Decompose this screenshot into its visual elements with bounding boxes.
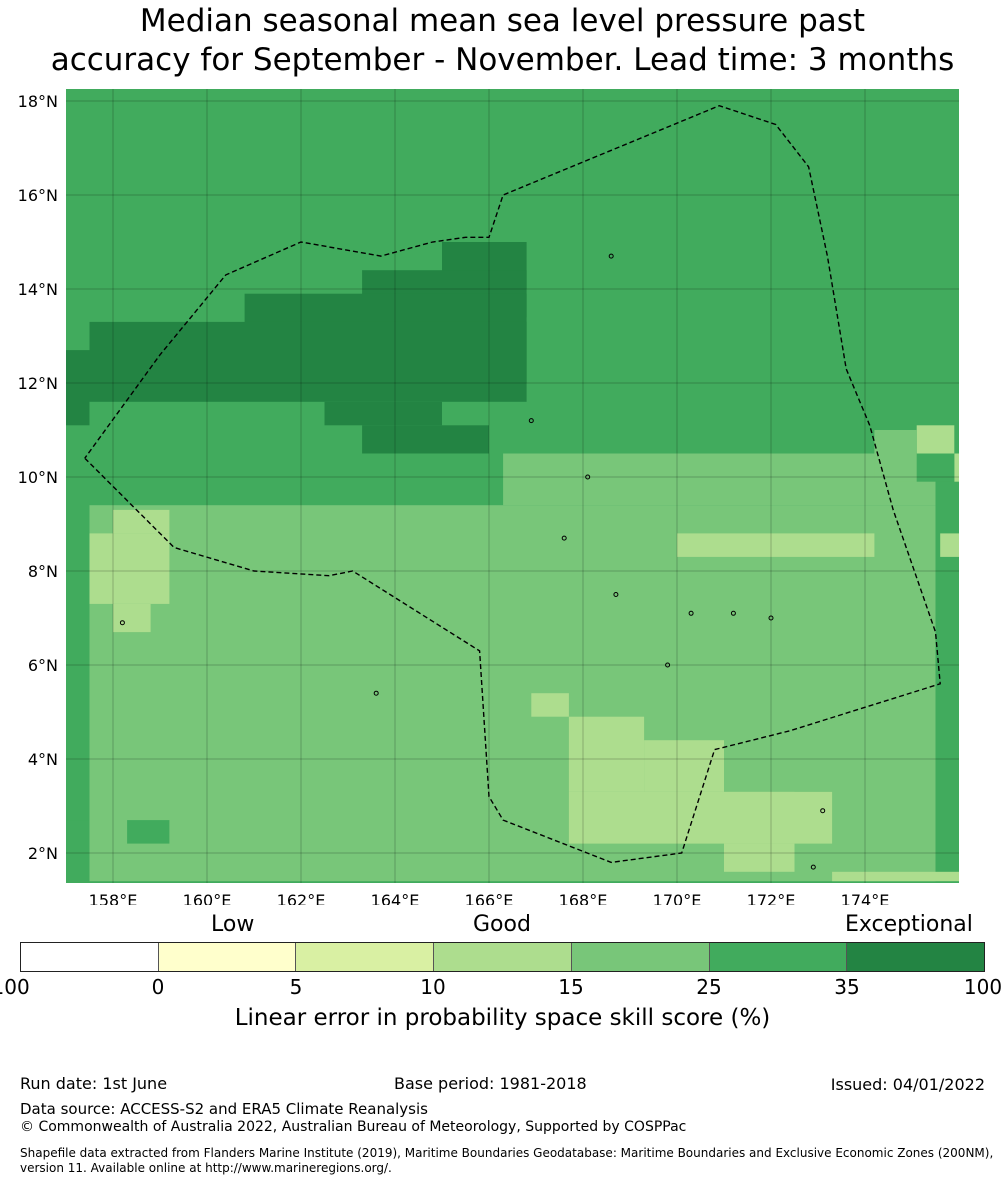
longitude-label: 168°E [559, 891, 608, 905]
issued-date: Issued: 04/01/2022 [830, 1075, 985, 1094]
colorbar-tick: 0 [151, 975, 165, 999]
island-outline [730, 610, 736, 616]
skill-cell [324, 401, 442, 426]
skill-cells-layer [66, 242, 959, 882]
island-outline [561, 535, 567, 541]
map-title: Median seasonal mean sea level pressure … [0, 2, 1005, 80]
shapefile-credit: Shapefile data extracted from Flanders M… [20, 1146, 994, 1175]
longitude-label: 164°E [371, 891, 420, 905]
skill-cell [503, 453, 936, 506]
latitude-label: 18°N [18, 92, 58, 111]
category-good: Good [473, 912, 531, 937]
latitude-label: 10°N [18, 468, 58, 487]
latitude-label: 8°N [28, 562, 58, 581]
latitude-label: 16°N [18, 186, 58, 205]
colorbar-tick: 15 [558, 975, 584, 999]
copyright-note: © Commonwealth of Australia 2022, Austra… [20, 1119, 687, 1135]
longitude-label: 166°E [465, 891, 514, 905]
category-exceptional: Exceptional [845, 912, 973, 937]
colorbar-segment [296, 943, 435, 971]
latitude-label: 14°N [18, 280, 58, 299]
island-outline [665, 662, 671, 668]
skill-cell [89, 321, 527, 402]
colorbar-ticks: -100 0 5 10 15 25 35 100 [0, 975, 1005, 1001]
island-outline [810, 864, 816, 870]
skill-cell [531, 693, 569, 717]
colorbar-segment [158, 943, 297, 971]
colorbar-segment [21, 943, 159, 971]
colorbar-tick: 100 [963, 975, 1003, 999]
skill-cell [954, 453, 959, 482]
skill-cell [66, 820, 90, 882]
longitude-label: 162°E [277, 891, 326, 905]
colorbar-tick: 10 [420, 975, 446, 999]
skill-cell [66, 350, 90, 426]
islands-layer [119, 253, 826, 870]
skill-cell [874, 430, 917, 482]
skill-cell [724, 791, 833, 844]
island-outline [608, 253, 614, 259]
map-plot-area [66, 89, 959, 883]
island-outline [768, 615, 774, 621]
data-source: Data source: ACCESS-S2 and ERA5 Climate … [20, 1100, 428, 1118]
colorbar-tick: 25 [696, 975, 722, 999]
title-line-2: accuracy for September - November. Lead … [50, 42, 955, 78]
island-outline [528, 418, 534, 424]
gridlines-layer [66, 89, 959, 883]
colorbar-tick: 35 [834, 975, 860, 999]
skill-cell [568, 716, 645, 792]
skill-cell [89, 533, 170, 604]
island-outline [373, 690, 379, 696]
base-period: Base period: 1981-2018 [394, 1074, 587, 1093]
skill-cell [113, 603, 151, 633]
colorbar-axis-label: Linear error in probability space skill … [234, 1005, 771, 1031]
category-low: Low [211, 912, 255, 937]
skill-cell [940, 533, 959, 557]
skill-cell [362, 425, 489, 454]
longitude-label: 170°E [653, 891, 702, 905]
colorbar-segment [434, 943, 572, 971]
colorbar-segment [709, 943, 848, 971]
longitude-labels: 158°E 160°E 162°E 164°E 166°E 168°E 170°E 172°E… [89, 891, 890, 905]
island-outline [820, 808, 826, 814]
map-figure: 18°N 16°N 14°N 12°N 10°N 8°N 6°N 4°N 2°N 158°E 16… [18, 89, 959, 905]
latitude-label: 2°N [28, 844, 58, 863]
island-outline [613, 592, 619, 597]
island-outline [119, 620, 125, 626]
run-date: Run date: 1st June [20, 1074, 168, 1093]
skill-cell [916, 425, 955, 454]
colorbar-segment [571, 943, 710, 971]
skill-cell [916, 453, 955, 482]
latitude-label: 6°N [28, 656, 58, 675]
longitude-label: 174°E [841, 891, 890, 905]
longitude-label: 172°E [747, 891, 796, 905]
colorbar-segment [847, 943, 985, 971]
skill-cell [832, 871, 959, 882]
skill-cell [724, 843, 795, 872]
colorbar-category-labels: Low Good Exceptional [0, 912, 1005, 942]
colorbar-tick: 5 [289, 975, 303, 999]
colorbar-tick: -100 [0, 975, 30, 999]
skill-cell [127, 820, 170, 844]
longitude-label: 158°E [89, 891, 138, 905]
skill-cell [644, 740, 724, 792]
island-outline [688, 610, 694, 616]
colorbar [20, 942, 985, 972]
skill-cell [677, 533, 875, 557]
latitude-label: 12°N [18, 374, 58, 393]
longitude-label: 160°E [183, 891, 232, 905]
title-line-1: Median seasonal mean sea level pressure … [139, 3, 866, 39]
latitude-label: 4°N [28, 750, 58, 769]
skill-cell [113, 509, 170, 534]
latitude-labels: 18°N 16°N 14°N 12°N 10°N 8°N 6°N 4°N 2°N [18, 92, 58, 863]
island-outline [585, 474, 591, 480]
eez-boundary-line [84, 104, 941, 864]
